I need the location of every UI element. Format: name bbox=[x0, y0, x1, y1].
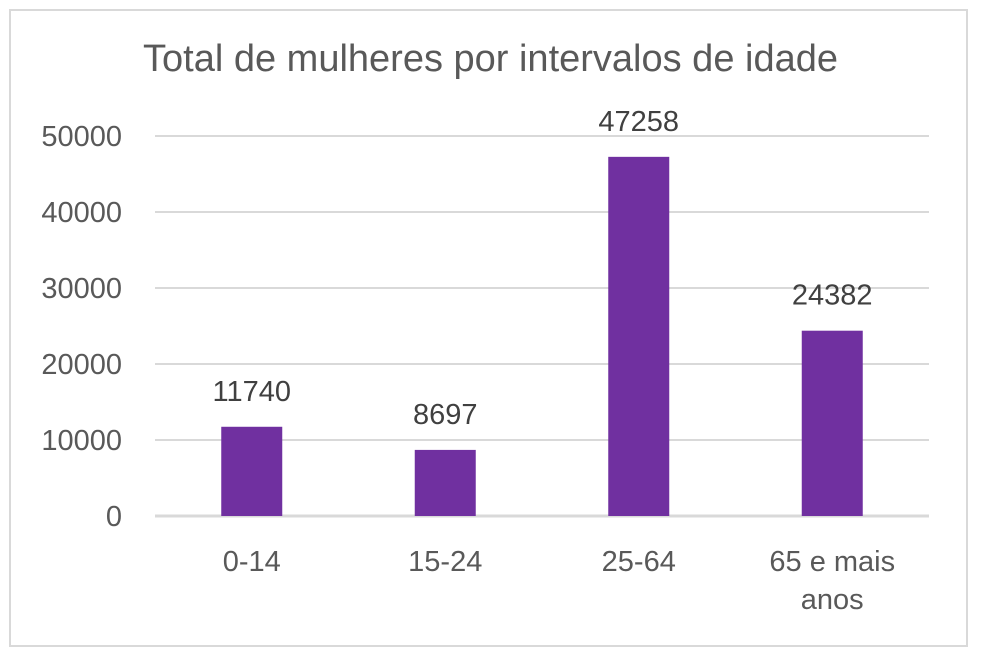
y-tick-label: 40000 bbox=[41, 197, 122, 229]
bar bbox=[608, 156, 670, 516]
data-label: 24382 bbox=[792, 280, 873, 312]
y-tick-label: 50000 bbox=[41, 121, 122, 153]
x-tick-label: 25-64 bbox=[602, 546, 676, 578]
data-label: 11740 bbox=[213, 376, 292, 408]
bar bbox=[801, 330, 863, 516]
x-tick-label: 15-24 bbox=[408, 546, 482, 578]
chart-title: Total de mulheres por intervalos de idad… bbox=[143, 38, 838, 80]
bar bbox=[221, 426, 283, 516]
y-tick-label: 10000 bbox=[41, 425, 122, 457]
bar bbox=[414, 449, 476, 516]
data-label: 8697 bbox=[413, 399, 478, 431]
y-tick-label: 30000 bbox=[41, 273, 122, 305]
x-tick-label: 0-14 bbox=[223, 546, 281, 578]
y-tick-label: 20000 bbox=[41, 349, 122, 381]
x-tick-label: 65 e mais anos bbox=[769, 546, 895, 616]
data-label: 47258 bbox=[598, 106, 679, 138]
chart-frame bbox=[9, 9, 968, 647]
y-tick-label: 0 bbox=[106, 501, 122, 533]
